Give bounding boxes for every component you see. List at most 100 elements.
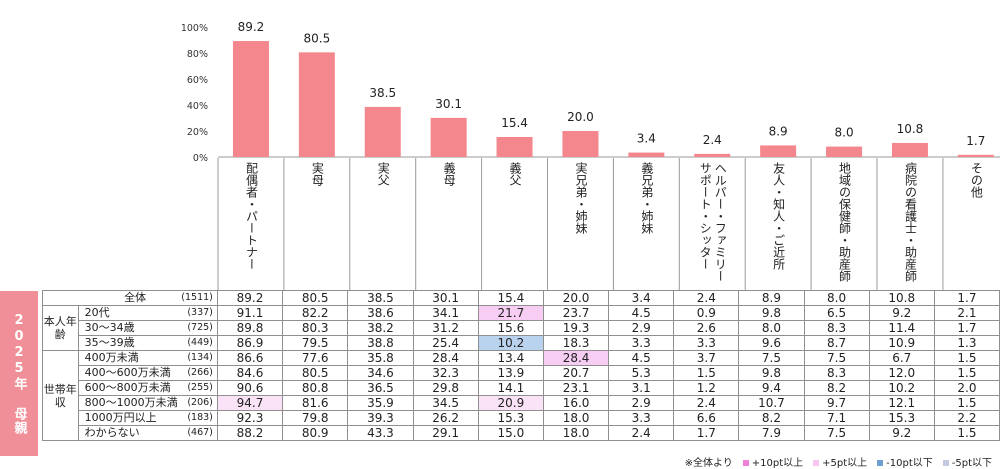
legend: ※全体より +10pt以上 +5pt以上 -10pt以下 -5pt以下 bbox=[685, 454, 992, 469]
table-cell: 6.6 bbox=[673, 410, 740, 426]
table-cell: 7.5 bbox=[738, 350, 805, 366]
table-cell: 9.6 bbox=[738, 335, 805, 351]
category-label: 配偶者・パートナー bbox=[244, 162, 259, 270]
table-cell: 36.5 bbox=[347, 380, 414, 396]
table-cell: 2.4 bbox=[673, 290, 740, 306]
legend-item: -10pt以下 bbox=[877, 454, 933, 469]
table-cell: 28.4 bbox=[542, 350, 610, 366]
table-cell: 10.9 bbox=[868, 335, 935, 351]
table-cell: 6.7 bbox=[868, 350, 935, 366]
crosstab-table: 全体 (1511) 89.2 80.5 38.5 30.1 15.4 20.0 3.4 2.4 8.… bbox=[42, 290, 1000, 441]
table-cell: 9.2 bbox=[868, 305, 935, 321]
table-cell: 1.5 bbox=[673, 365, 740, 381]
table-cell: 15.3 bbox=[868, 410, 935, 426]
legend-item: +5pt以上 bbox=[813, 454, 867, 469]
side-tab-label: 2025年 母親 bbox=[11, 312, 27, 435]
category-label: 義父 bbox=[508, 162, 523, 186]
row-label: 400～600万未満 (266) bbox=[77, 365, 218, 381]
data-label: 3.4 bbox=[637, 132, 656, 146]
table-cell: 12.1 bbox=[868, 395, 935, 411]
table-cell: 8.3 bbox=[803, 365, 870, 381]
table-cell: 10.2 bbox=[477, 335, 544, 351]
bar bbox=[364, 106, 401, 157]
table-row: 本人年齢 20代 (337) 91.1 82.2 38.6 34.1 21.7 23.7 4.5 0… bbox=[42, 305, 1000, 351]
table-cell: 29.1 bbox=[412, 425, 479, 441]
legend-swatch bbox=[742, 460, 749, 466]
table-cell: 8.0 bbox=[738, 320, 805, 336]
table-cell: 1.5 bbox=[933, 350, 1000, 366]
data-label: 38.5 bbox=[369, 86, 396, 100]
data-label: 30.1 bbox=[435, 97, 462, 111]
table-cell: 15.0 bbox=[477, 425, 544, 441]
table-cell: 8.2 bbox=[738, 410, 805, 426]
bar bbox=[496, 136, 533, 157]
table-cell: 20.9 bbox=[477, 395, 544, 411]
table-cell: 3.3 bbox=[673, 335, 740, 351]
bar bbox=[298, 52, 335, 157]
table-cell: 9.8 bbox=[738, 305, 805, 321]
table-cell: 80.9 bbox=[282, 425, 349, 441]
y-tick-label: 20% bbox=[187, 127, 208, 138]
table-cell: 20.0 bbox=[542, 290, 610, 306]
table-cell: 8.0 bbox=[803, 290, 870, 306]
bar bbox=[891, 142, 928, 157]
bar bbox=[430, 117, 467, 157]
table-cell: 81.6 bbox=[282, 395, 349, 411]
category-label: 義母 bbox=[442, 162, 457, 186]
table-cell: 5.3 bbox=[608, 365, 675, 381]
bar bbox=[232, 41, 269, 157]
table-cell: 38.8 bbox=[347, 335, 414, 351]
table-cell: 14.1 bbox=[477, 380, 544, 396]
table-cell: 11.4 bbox=[868, 320, 935, 336]
table-cell: 6.5 bbox=[803, 305, 870, 321]
table-cell: 15.4 bbox=[477, 290, 544, 306]
table-cell: 0.9 bbox=[673, 305, 740, 321]
table-cell: 9.7 bbox=[803, 395, 870, 411]
row-label: 400万未満 (134) bbox=[77, 350, 218, 366]
row-group-label: 世帯年収 bbox=[42, 350, 79, 441]
data-label: 1.7 bbox=[966, 134, 985, 148]
category-label: 地域の保健師・助産師 bbox=[837, 162, 852, 282]
table-cell: 35.8 bbox=[347, 350, 414, 366]
table-cell: 4.5 bbox=[608, 350, 675, 366]
table-cell: 32.3 bbox=[412, 365, 479, 381]
row-label: 800～1000万未満 (206) bbox=[77, 395, 218, 411]
table-cell: 1.2 bbox=[673, 380, 740, 396]
table-cell: 21.7 bbox=[477, 305, 544, 321]
table-cell: 13.9 bbox=[477, 365, 544, 381]
table-cell: 38.5 bbox=[347, 290, 414, 306]
table-cell: 1.7 bbox=[673, 425, 740, 441]
table-row: 600～800万未満 (255) 90.6 80.8 36.5 29.8 14.1 23.1 3… bbox=[43, 380, 1000, 396]
table-cell: 89.8 bbox=[216, 320, 284, 336]
table-cell: 7.5 bbox=[803, 350, 870, 366]
table-cell: 2.4 bbox=[673, 395, 740, 411]
table-cell: 2.6 bbox=[673, 320, 740, 336]
category-label: 友人・知人・ご近所 bbox=[771, 162, 786, 270]
table-cell: 13.4 bbox=[477, 350, 544, 366]
table-cell: 23.1 bbox=[542, 380, 610, 396]
row-label: 全体 (1511) bbox=[42, 290, 218, 306]
table-row: 800～1000万未満 (206) 94.7 81.6 35.9 34.5 20.9 16.0… bbox=[43, 395, 1000, 411]
data-label: 8.0 bbox=[835, 126, 854, 140]
y-tick-label: 40% bbox=[187, 101, 208, 112]
bar bbox=[562, 131, 599, 157]
data-label: 15.4 bbox=[501, 116, 528, 130]
bar bbox=[760, 145, 797, 157]
table-row: 30～34歳 (725) 89.8 80.3 38.2 31.2 15.6 19.3 2.9 2.… bbox=[43, 320, 1000, 336]
table-cell: 18.0 bbox=[542, 425, 610, 441]
table-cell: 2.2 bbox=[933, 410, 1000, 426]
table-cell: 3.3 bbox=[608, 335, 675, 351]
category-label: 病院の看護士・助産師 bbox=[903, 162, 918, 282]
y-tick-label: 0% bbox=[193, 153, 208, 164]
table-cell: 1.5 bbox=[933, 395, 1000, 411]
y-tick-label: 100% bbox=[181, 23, 208, 34]
legend-item: +10pt以上 bbox=[742, 454, 803, 469]
table-cell: 84.6 bbox=[216, 365, 284, 381]
table-cell: 38.2 bbox=[347, 320, 414, 336]
data-label: 20.0 bbox=[567, 110, 594, 124]
table-cell: 8.2 bbox=[803, 380, 870, 396]
table-cell: 2.4 bbox=[608, 425, 675, 441]
row-label: 35～39歳 (449) bbox=[77, 335, 218, 351]
table-cell: 7.1 bbox=[803, 410, 870, 426]
data-label: 8.9 bbox=[769, 124, 788, 138]
